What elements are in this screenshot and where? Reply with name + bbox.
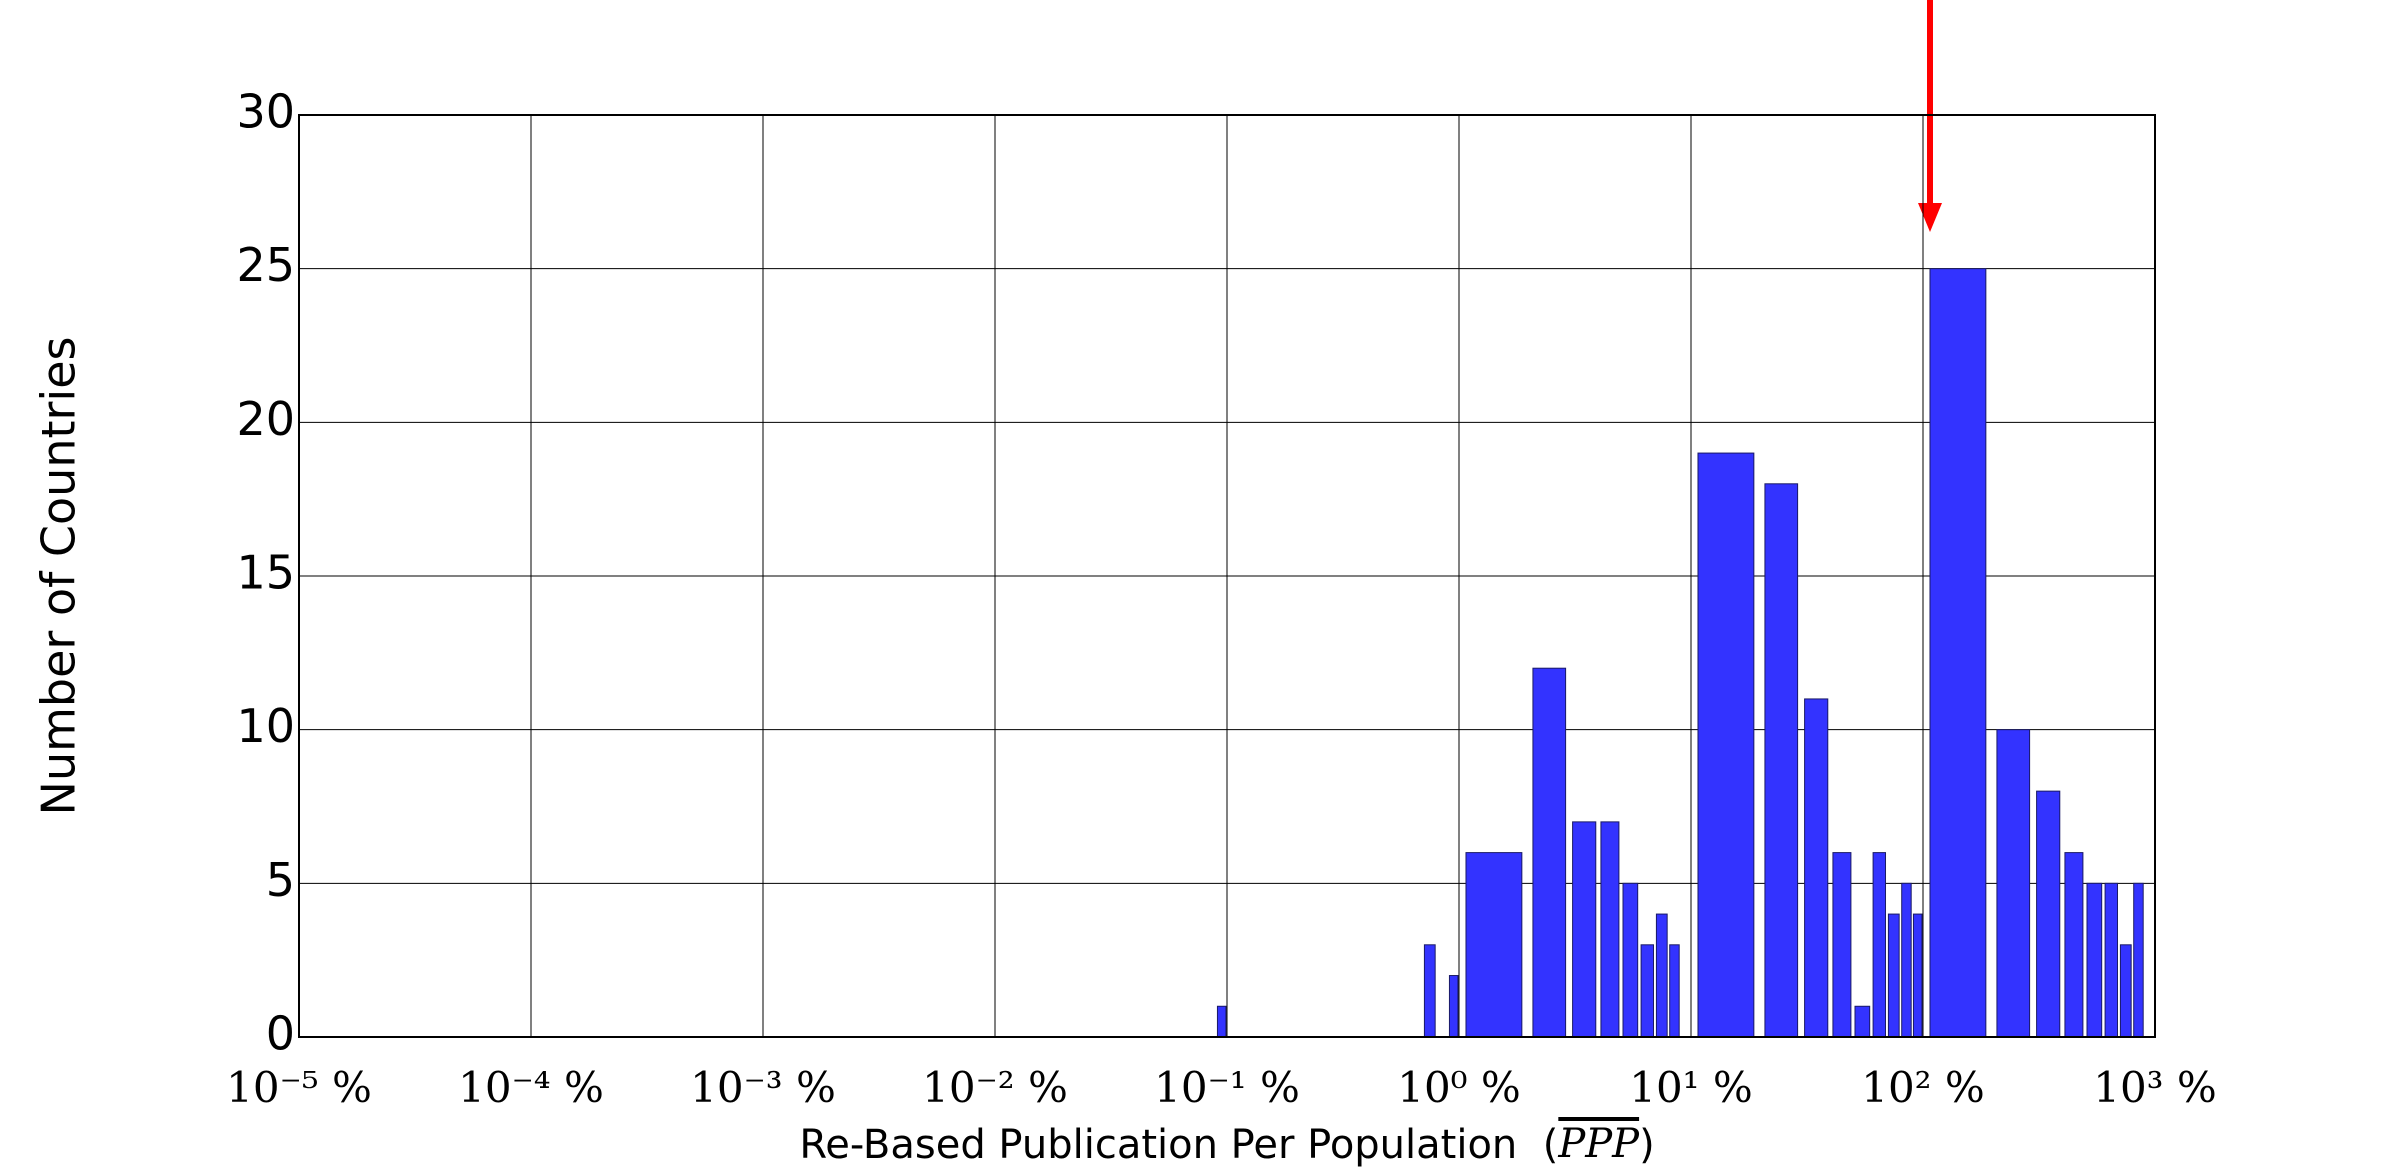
annotation-arrow	[1918, 0, 1942, 232]
y-tick-label: 5	[266, 853, 295, 907]
bar	[1887, 913, 1900, 1038]
bar	[2086, 882, 2103, 1038]
bar	[1804, 698, 1829, 1038]
bar	[1423, 944, 1436, 1038]
bar	[1764, 483, 1799, 1038]
bar	[1622, 882, 1639, 1038]
x-axis-label-text: Re-Based Publication Per Population	[799, 1122, 1517, 1168]
x-axis-label-close: )	[1639, 1122, 1655, 1168]
x-tick-label: 10⁻⁵ %	[226, 1063, 372, 1112]
x-axis-label-open: (	[1517, 1122, 1558, 1168]
arrow-head	[1918, 203, 1942, 232]
bar	[1872, 852, 1887, 1038]
y-tick-label: 0	[266, 1007, 295, 1061]
y-tick-label: 25	[236, 238, 295, 292]
bar	[2036, 790, 2061, 1038]
x-tick-label: 10⁻⁴ %	[458, 1063, 604, 1112]
x-tick-label: 10² %	[1861, 1063, 1985, 1112]
plot-frame	[298, 114, 2156, 1038]
x-tick-label: 10⁰ %	[1397, 1063, 1521, 1112]
x-tick-label: 10¹ %	[1629, 1063, 1753, 1112]
bar	[1929, 268, 1987, 1038]
x-tick-label: 10⁻³ %	[690, 1063, 836, 1112]
bar	[2119, 944, 2132, 1038]
y-tick-label: 20	[236, 392, 295, 446]
x-tick-label: 10³ %	[2093, 1063, 2217, 1112]
bar	[1600, 821, 1620, 1038]
x-tick-label: 10⁻² %	[922, 1063, 1068, 1112]
bar	[1216, 1005, 1227, 1038]
bar	[1854, 1005, 1871, 1038]
bar	[1532, 667, 1567, 1038]
y-tick-label: 10	[236, 699, 295, 753]
bar	[1901, 882, 1912, 1038]
bar	[1669, 944, 1680, 1038]
bar	[1832, 852, 1852, 1038]
bar	[1640, 944, 1655, 1038]
x-axis-label-symbol: PPP	[1557, 1121, 1640, 1167]
bar	[1697, 452, 1755, 1038]
bar	[2133, 882, 2144, 1038]
bar	[1448, 975, 1459, 1038]
y-tick-label: 15	[236, 546, 295, 600]
bar	[1572, 821, 1597, 1038]
bar	[1465, 852, 1523, 1038]
bar	[2064, 852, 2084, 1038]
y-tick-label: 30	[236, 85, 295, 139]
x-axis-label: Re-Based Publication Per Population (PPP…	[799, 1121, 1654, 1168]
y-axis-label: Number of Countries	[32, 337, 86, 816]
bar	[1655, 913, 1668, 1038]
bar	[1996, 729, 2031, 1038]
bar	[2104, 882, 2119, 1038]
x-tick-label: 10⁻¹ %	[1154, 1063, 1300, 1112]
bar	[1912, 913, 1923, 1038]
